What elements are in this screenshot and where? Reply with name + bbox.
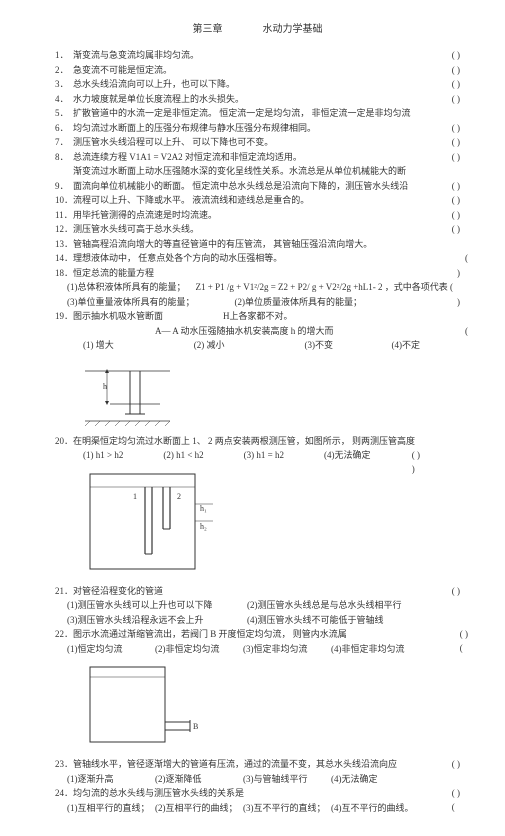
q24-opts: (1)互相平行的直线；(2)互相平行的曲线；(3)互不平行的直线；(4)互不平行… [55, 802, 460, 816]
q21-opts2: (3)测压管水头线沿程永远不会上升(4)测压管水头线不可能低于管轴线 [55, 614, 460, 628]
q10: 10．流程可以上升、下降或水平。 液流流线和迹线总是重合的。( ) [55, 194, 460, 208]
svg-text:h₂: h₂ [200, 522, 207, 531]
svg-text:h: h [103, 382, 107, 391]
svg-text:B: B [193, 722, 198, 731]
figure-20: 1 2 h₁ h₂ [85, 469, 460, 579]
q19: 19．图示抽水机吸水管断面H上各家都不对。 [55, 310, 460, 324]
q8a: 8．总流连续方程 V1A1 = V2A2 对恒定流和非恒定流均适用。( ) [55, 151, 460, 165]
q23-opts: (1)逐渐升高(2)逐渐降低(3)与管轴线平行(4)无法确定 [55, 773, 460, 787]
q20-opts: (1) h1 > h2(2) h1 < h2(3) h1 = h2(4)无法确定… [55, 449, 460, 463]
q14: 14．理想液体动中， 任意点处各个方向的动水压强相等。( [55, 252, 460, 266]
q4: 4．水力坡度就是单位长度流程上的水头损失。( ) [55, 93, 460, 107]
q1: 1．渐变流与急变流均属非均匀流。( ) [55, 49, 460, 63]
q18c: (3)单位重量液体所具有的能量；(2)单位质量液体所具有的能量；) [55, 296, 460, 310]
q9: 9．面流向单位机械能小的断面。 恒定流中总水头线总是沿流向下降的，测压管水头线沿… [55, 180, 460, 194]
figure-22: B [85, 662, 460, 752]
q3: 3．总水头线沿流向可以上升，也可以下降。( ) [55, 78, 460, 92]
q21: 21．对管径沿程变化的管道( ) [55, 585, 460, 599]
q22: 22．图示水流通过渐缩管流出，若阀门 B 开度恒定均匀流， 则管内水流属( )( [55, 628, 460, 642]
q20: 20．在明渠恒定均匀流过水断面上 1、 2 两点安装两根测压管，如图所示， 则两… [55, 435, 460, 449]
q8b: 渐变流过水断面上动水压强随水深的变化呈线性关系。水流总是从单位机械能大的断 [55, 165, 460, 179]
q21-opts1: (1)测压管水头线可以上升也可以下降(2)测压管水头线总是与总水头线相平行 [55, 599, 460, 613]
q5: 5．扩散管道中的水流一定是非恒定流。 恒定流一定是均匀流， 非恒定流一定是非均匀… [55, 107, 460, 121]
q23: 23．管轴线水平，管径逐渐增大的管道有压流，通过的流量不变，其总水头线沿流向应(… [55, 758, 460, 772]
svg-text:h₁: h₁ [200, 504, 207, 513]
q18a: (1)总体积液体所具有的能量；Z1 + P1 /g + V1²/2g = Z2 … [55, 281, 460, 295]
q18: 18．恒定总流的能量方程) [55, 267, 460, 281]
svg-text:1: 1 [133, 492, 137, 501]
q19b: A— A 动水压强随抽水机安装高度 h 的增大而( [55, 325, 460, 339]
q12: 12．测压管水头线可高于总水头线。( ) [55, 223, 460, 237]
q2: 2．急变流不可能是恒定流。( ) [55, 64, 460, 78]
q11: 11．用毕托管测得的点流速是时均流速。( ) [55, 209, 460, 223]
q13: 13．管轴高程沿流向增大的等直径管道中的有压管流， 其管轴压强沿流向增大。 [55, 238, 460, 252]
q24: 24．均匀流的总水头线与测压管水头线的关系是( )( [55, 787, 460, 801]
figure-19: h [85, 359, 460, 429]
page-title: 第三章水动力学基础 [55, 20, 460, 35]
q6: 6．均匀流过水断面上的压强分布规律与静水压强分布规律相同。( ) [55, 122, 460, 136]
svg-text:2: 2 [177, 492, 181, 501]
q7: 7．测压管水头线沿程可以上升、 可以下降也可不变。( ) [55, 136, 460, 150]
q19-opts: (1) 增大(2) 减小(3)不变(4)不定 [55, 339, 460, 353]
q22-opts: (1)恒定均匀流(2)非恒定均匀流(3)恒定非均匀流(4)非恒定非均匀流 [55, 643, 460, 657]
